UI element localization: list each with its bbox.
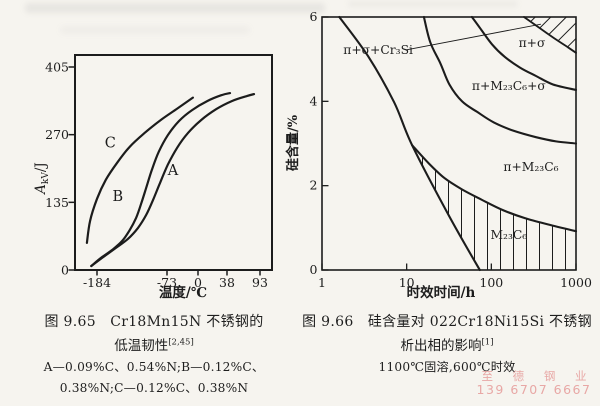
hatch-region-vertical bbox=[412, 145, 576, 270]
y-tick-label: 6 bbox=[310, 9, 318, 24]
fig-9-66-conditions: 1100℃固溶,600℃时效 bbox=[378, 360, 516, 374]
fig-9-65-chart: A B C 0 135 270 405 -184 -73 0 38 93 温度/℃ AkV/J bbox=[33, 54, 273, 301]
fig-9-66-title-text: 析出相的影响 bbox=[400, 338, 482, 354]
x-tick-label: 0 bbox=[194, 275, 202, 290]
fig-9-65-legend-line2: 0.38%N;C—0.12%C、0.38%N bbox=[59, 381, 249, 395]
region-label-3: π+M₂₃C₆ bbox=[503, 160, 558, 174]
plot-frame bbox=[321, 16, 577, 271]
x-tick-label: 93 bbox=[252, 275, 268, 290]
fig-9-66-chart: π+σ+Cr₃Si π+σ π+M₂₃C₆+σ π+M₂₃C₆ M₂₃C₆ 0 2 4 6 1 10… bbox=[285, 9, 592, 301]
x-tick-label: 10 bbox=[399, 275, 415, 290]
print-through-artifact bbox=[60, 26, 250, 34]
curve-A bbox=[90, 93, 256, 268]
curve-B bbox=[90, 92, 232, 268]
y-tick-label: 0 bbox=[61, 263, 69, 278]
x-axis-label: 时效时间/h bbox=[407, 284, 476, 301]
fig-9-65-title: 图 9.65 Cr18Mn15N 不锈钢的 bbox=[44, 314, 264, 330]
y-tick-label: 2 bbox=[310, 178, 318, 193]
print-through-artifact bbox=[25, 3, 325, 13]
x-tick-label: 1 bbox=[318, 275, 326, 290]
region-label-2: π+M₂₃C₆+σ bbox=[472, 79, 546, 93]
curve-label-B: B bbox=[112, 189, 123, 205]
region-label-4: M₂₃C₆ bbox=[490, 228, 527, 242]
curve-pi-sigma-boundary bbox=[470, 15, 578, 91]
label-leader-line bbox=[405, 23, 541, 51]
x-tick-label: 38 bbox=[219, 275, 235, 290]
x-axis-label: 温度/℃ bbox=[159, 284, 207, 301]
curve-pi-boundary bbox=[338, 15, 481, 272]
watermark-name: 至 德 钢 业 bbox=[481, 369, 595, 383]
curve-pi-m23c6-sigma-boundary bbox=[422, 15, 578, 145]
figure-9-66-caption: 图 9.66 硅含量对 022Cr18Ni15Si 不锈钢 析出相的影响[1] … bbox=[296, 311, 598, 375]
region-label-1: π+σ bbox=[519, 36, 546, 50]
y-axis-label: AkV/J bbox=[33, 162, 51, 196]
curve-m23c6-boundary bbox=[411, 144, 578, 233]
curve-C bbox=[85, 96, 194, 244]
y-axis-label: 硅含量/% bbox=[285, 114, 301, 171]
y-tick-label: 270 bbox=[45, 127, 69, 142]
x-tick-label: 100 bbox=[479, 275, 503, 290]
fig-9-65-title-line2: 低温韧性[2,45] bbox=[28, 334, 280, 355]
fig-9-65-reference-superscript: [2,45] bbox=[168, 337, 194, 348]
fig-9-65-legend-line1: A—0.09%C、0.54%N;B—0.12%C、 bbox=[43, 360, 265, 374]
fig-9-66-reference-superscript: [1] bbox=[481, 337, 494, 348]
region-label-0: π+σ+Cr₃Si bbox=[343, 43, 413, 57]
fig-9-65-title-text: 低温韧性 bbox=[114, 338, 169, 354]
fig-9-66-title-line2: 析出相的影响[1] bbox=[296, 334, 598, 355]
watermark: 至 德 钢 业 139 6707 6667 bbox=[470, 369, 598, 397]
plot-frame bbox=[74, 54, 273, 271]
curve-label-C: C bbox=[105, 136, 116, 152]
y-tick-label: 405 bbox=[45, 60, 69, 75]
x-tick-label: -184 bbox=[83, 275, 111, 290]
watermark-phone: 139 6707 6667 bbox=[476, 382, 592, 397]
x-tick-label: -73 bbox=[157, 275, 177, 290]
fig-9-66-title: 图 9.66 硅含量对 022Cr18Ni15Si 不锈钢 bbox=[302, 314, 592, 330]
print-through-artifact bbox=[348, 1, 518, 7]
figure-9-65-caption: 图 9.65 Cr18Mn15N 不锈钢的 低温韧性[2,45] A—0.09%… bbox=[28, 311, 280, 396]
x-tick-label: 1000 bbox=[560, 275, 592, 290]
y-tick-label: 4 bbox=[310, 93, 318, 108]
curve-cr3si-boundary bbox=[523, 16, 577, 54]
curve-label-A: A bbox=[167, 163, 179, 179]
y-tick-label: 0 bbox=[310, 262, 318, 277]
y-tick-label: 135 bbox=[45, 195, 69, 210]
